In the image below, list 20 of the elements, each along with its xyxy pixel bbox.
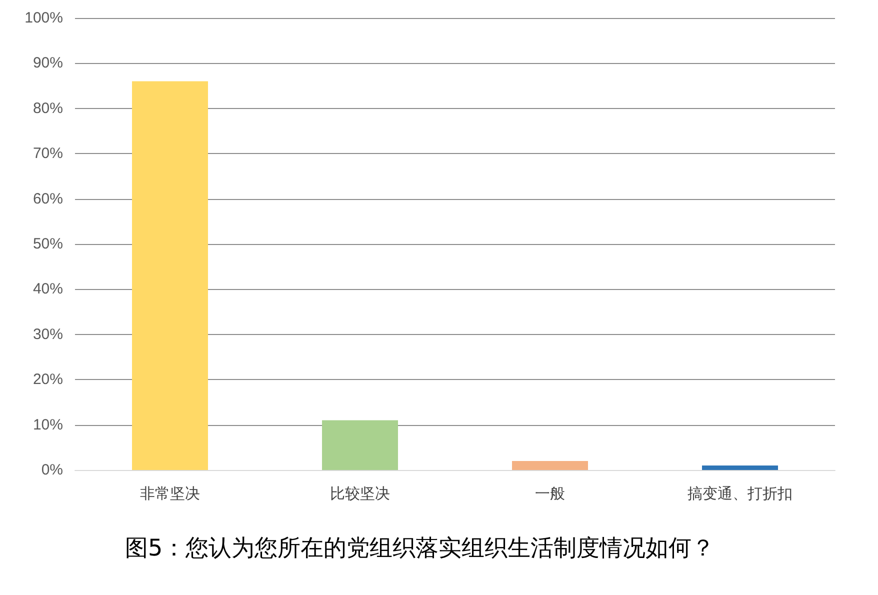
y-tick-label: 90% [32,54,63,72]
y-tick-label: 80% [32,100,63,117]
text: 图5：您认为您所在的党组织落实组织生活制度情况如何？ [125,536,715,562]
y-tick-label: 0% [41,462,63,478]
bar [322,420,398,470]
y-tick-label: 10% [32,416,63,434]
y-tick-label: 70% [32,145,63,162]
y-tick-label: 100% [24,10,63,26]
bar [132,81,208,470]
y-tick-label: 20% [32,371,63,388]
y-tick-label: 60% [32,190,63,208]
x-tick-label: 一般 [535,484,565,502]
x-tick-label: 非常坚决 [140,484,200,502]
y-tick-label: 40% [32,280,63,298]
bar [512,460,588,470]
x-tick-label: 比较坚决 [330,484,390,502]
y-tick-label: 50% [32,236,63,252]
x-tick-label: 搞变通、打折扣 [688,484,792,502]
y-tick-label: 30% [32,326,63,343]
bar [702,465,778,470]
